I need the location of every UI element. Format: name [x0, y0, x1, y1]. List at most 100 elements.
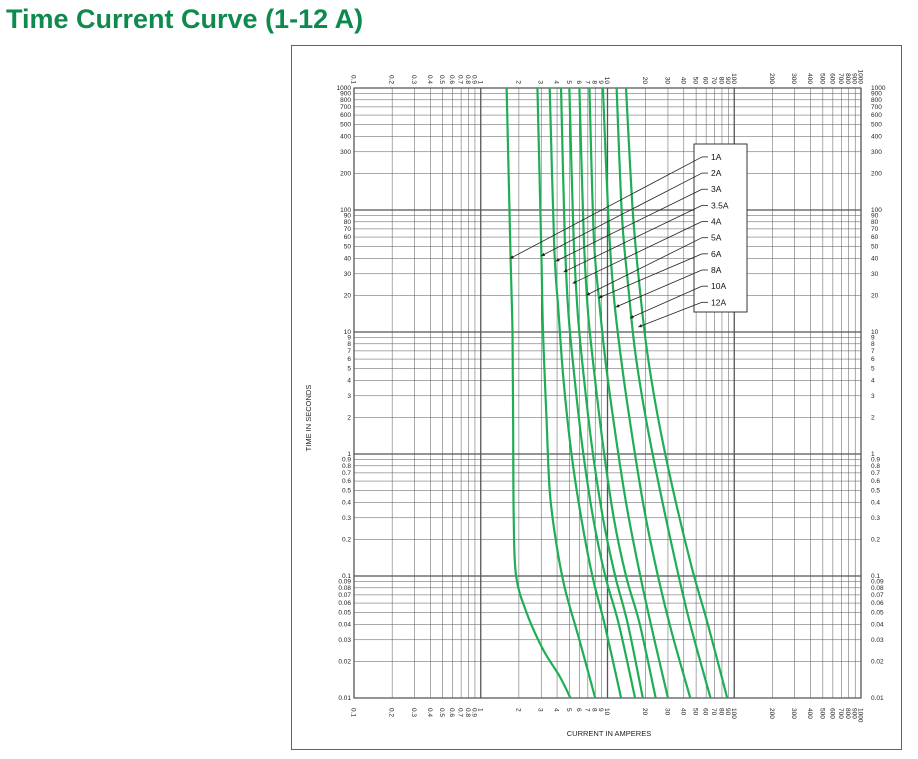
y-tick-label-right: 1 [871, 451, 875, 458]
leader-line-1A [509, 156, 703, 259]
y-tick-label-left: 80 [344, 219, 352, 226]
legend-entry-5A: 5A [711, 233, 722, 243]
curve-3.5A [559, 87, 637, 699]
x-tick-label: 80 [717, 77, 724, 85]
leader-line-8A [615, 269, 703, 308]
y-tick-label-right: 500 [871, 122, 882, 129]
y-tick-label-left: 2 [347, 414, 351, 421]
y-tick-label-right: 0.09 [871, 579, 884, 586]
y-tick-label-right: 0.4 [871, 500, 880, 507]
x-tick-label: 10 [603, 708, 610, 716]
x-tick-label: 7 [583, 708, 590, 712]
y-tick-label-left: 0.02 [338, 658, 351, 665]
x-tick-label: 0.3 [410, 708, 417, 717]
x-tick-label: 0.5 [438, 708, 445, 717]
x-tick-label: 200 [768, 708, 775, 719]
y-tick-label-right: 5 [871, 366, 875, 373]
x-tick-label: 300 [790, 73, 797, 84]
y-tick-label-right: 8 [871, 341, 875, 348]
leader-arrowhead-1A [509, 255, 514, 259]
x-tick-label: 1 [476, 708, 483, 712]
y-tick-label-left: 0.1 [342, 573, 351, 580]
y-tick-label-left: 0.7 [342, 470, 351, 477]
legend-entry-8A: 8A [711, 265, 722, 275]
y-tick-label-left: 700 [340, 104, 351, 111]
legend-entry-4A: 4A [711, 217, 722, 227]
x-tick-label: 100 [730, 708, 737, 719]
y-tick-label-left: 0.6 [342, 478, 351, 485]
x-tick-label: 5 [565, 80, 572, 84]
y-tick-label-right: 0.3 [871, 515, 880, 522]
x-tick-label: 800 [844, 73, 851, 84]
x-tick-label: 700 [837, 73, 844, 84]
y-tick-label-left: 0.2 [342, 536, 351, 543]
leader-arrowhead-5A [586, 292, 591, 296]
y-tick-label-right: 0.8 [871, 463, 880, 470]
leader-arrowhead-10A [629, 315, 634, 319]
leader-line-6A [598, 253, 703, 299]
y-tick-label-right: 800 [871, 97, 882, 104]
y-tick-label-right: 0.06 [871, 600, 884, 607]
leader-line-3.5A [563, 205, 703, 273]
x-tick-label: 600 [828, 73, 835, 84]
y-tick-label-left: 60 [344, 234, 352, 241]
curve-12A [624, 87, 729, 699]
curve-lines [505, 87, 729, 699]
leader-line-5A [586, 237, 703, 296]
x-tick-label: 60 [702, 708, 709, 716]
x-tick-label: 90 [724, 708, 731, 716]
leader-line-3A [555, 188, 703, 262]
curve-4A [568, 87, 644, 699]
y-tick-label-right: 2 [871, 414, 875, 421]
y-tick-label-left: 400 [340, 134, 351, 141]
y-tick-label-left: 5 [347, 366, 351, 373]
y-tick-label-left: 10 [344, 329, 352, 336]
x-tick-label: 2 [514, 80, 521, 84]
x-tick-label: 1000 [857, 708, 864, 723]
y-tick-label-right: 100 [871, 207, 882, 214]
curve-10A [615, 87, 712, 699]
y-tick-label-right: 4 [871, 378, 875, 385]
y-tick-label-right: 0.2 [871, 536, 880, 543]
leader-arrowhead-8A [615, 304, 620, 308]
x-tick-label: 60 [702, 77, 709, 85]
y-tick-label-right: 900 [871, 91, 882, 98]
curve-2A [536, 87, 597, 699]
x-tick-label: 6 [575, 708, 582, 712]
x-tick-label: 40 [679, 77, 686, 85]
y-tick-label-left: 800 [340, 97, 351, 104]
y-tick-label-left: 900 [340, 91, 351, 98]
leader-arrowhead-6A [598, 294, 603, 299]
tick-labels: 0.10.10.20.20.30.30.40.40.50.50.60.60.70… [337, 70, 886, 723]
y-tick-label-right: 600 [871, 112, 882, 119]
x-tick-label: 0.1 [350, 708, 357, 717]
y-tick-label-left: 1000 [337, 85, 352, 92]
y-tick-label-right: 0.7 [871, 470, 880, 477]
x-tick-label: 1000 [857, 70, 864, 85]
legend-entry-3A: 3A [711, 184, 722, 194]
x-axis-label: CURRENT IN AMPERES [567, 729, 651, 738]
y-tick-label-left: 1 [347, 451, 351, 458]
x-tick-label: 7 [583, 80, 590, 84]
y-tick-label-right: 70 [871, 226, 879, 233]
x-tick-label: 40 [679, 708, 686, 716]
x-tick-label: 80 [717, 708, 724, 716]
y-tick-label-right: 7 [871, 348, 875, 355]
y-tick-label-left: 50 [344, 244, 352, 251]
x-tick-label: 3 [537, 708, 544, 712]
x-tick-label: 900 [851, 708, 858, 719]
leader-line-2A [541, 172, 703, 257]
x-tick-label: 2 [514, 708, 521, 712]
legend-entry-6A: 6A [711, 249, 722, 259]
y-tick-label-left: 0.9 [342, 457, 351, 464]
x-tick-label: 4 [553, 708, 560, 712]
x-tick-label: 0.4 [426, 708, 433, 717]
x-tick-label: 0.7 [457, 708, 464, 717]
y-tick-label-left: 0.4 [342, 500, 351, 507]
y-tick-label-right: 0.02 [871, 658, 884, 665]
curve-6A [588, 87, 670, 699]
x-tick-label: 500 [818, 73, 825, 84]
y-tick-label-right: 0.03 [871, 637, 884, 644]
x-tick-label: 0.9 [470, 75, 477, 84]
y-tick-label-right: 0.07 [871, 592, 884, 599]
